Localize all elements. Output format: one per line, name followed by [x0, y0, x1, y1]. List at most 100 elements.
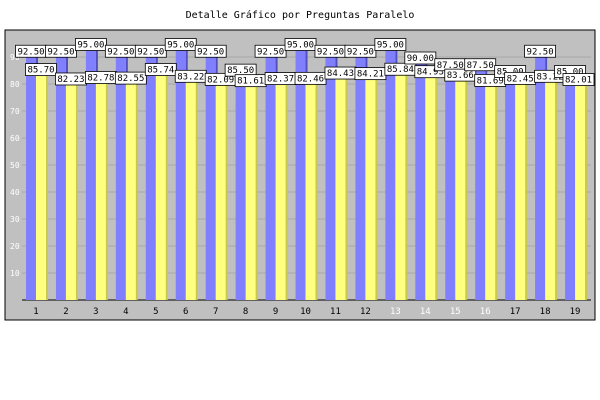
data-label-box [464, 58, 497, 72]
bar-series-1 [475, 63, 486, 300]
bar-series-2 [275, 77, 286, 300]
data-label: 87.50 [437, 61, 464, 71]
bar-shadow [465, 76, 468, 300]
data-label: 95.00 [377, 41, 404, 51]
x-tick-label: 4 [123, 307, 128, 317]
x-tick-label: 18 [540, 307, 551, 317]
bar-series-2 [425, 70, 436, 301]
bar-series-1 [445, 63, 456, 300]
x-tick-label: 3 [93, 307, 98, 317]
data-label: 82.23 [57, 75, 84, 85]
data-label: 92.50 [47, 47, 74, 57]
bar-series-1 [145, 50, 156, 300]
data-label-box [144, 63, 177, 76]
x-tick-label: 6 [183, 307, 188, 317]
bar-series-1 [205, 50, 216, 300]
data-label-box [114, 71, 147, 85]
data-label: 95.00 [77, 41, 104, 51]
y-tick-label: 60 [10, 134, 20, 143]
x-tick-label: 15 [450, 307, 461, 317]
data-label: 92.50 [107, 47, 134, 57]
y-tick-label: 70 [10, 107, 20, 116]
data-label: 92.50 [527, 47, 554, 57]
x-tick-label: 16 [480, 307, 491, 317]
bar-series-2 [185, 75, 196, 300]
bar-series-2 [485, 79, 496, 300]
x-tick-label: 12 [360, 307, 371, 317]
x-tick-label: 2 [63, 307, 68, 317]
data-label: 82.45 [507, 74, 534, 84]
bar-shadow [555, 77, 558, 300]
bar-series-2 [515, 77, 526, 300]
bar-series-2 [215, 78, 226, 301]
data-label: 82.78 [87, 73, 114, 83]
data-label: 92.50 [137, 47, 164, 57]
bar-series-1 [385, 43, 396, 300]
y-tick-label: 10 [10, 269, 20, 278]
data-label: 83.22 [177, 72, 204, 82]
bar-shadow [165, 70, 168, 300]
data-label: 85.74 [147, 66, 174, 76]
bar-series-2 [155, 68, 166, 300]
y-tick-label: 20 [10, 242, 20, 251]
bar-series-2 [125, 77, 136, 301]
data-labels: 92.50 85.70 92.50 82.23 95.00 82.78 92.50 82.55… [15, 38, 595, 88]
bar-shadow [285, 79, 288, 300]
bar-shadow [435, 72, 438, 301]
bar-series-1 [355, 50, 366, 300]
bar-series-1 [535, 50, 546, 300]
bar-series-2 [455, 74, 466, 300]
x-tick-label: 13 [390, 307, 401, 317]
bar-shadow [225, 80, 228, 301]
bar-series-2 [245, 79, 256, 300]
data-label: 81.69 [477, 76, 504, 86]
data-label: 81.61 [237, 77, 264, 87]
data-label: 92.50 [317, 47, 344, 57]
data-label: 84.93 [417, 68, 444, 78]
bar-series-1 [115, 50, 126, 300]
x-tick-label: 9 [273, 307, 278, 317]
data-label: 84.21 [357, 70, 384, 80]
data-label-box [524, 44, 557, 58]
bar-shadow [495, 81, 498, 300]
data-label-box [164, 38, 197, 51]
y-tick-labels: 10 20 30 40 50 60 70 80 90 [10, 53, 20, 278]
data-label: 87.50 [467, 61, 494, 71]
data-label-box [45, 44, 77, 58]
bar-series-1 [26, 50, 36, 300]
x-tick-label: 5 [153, 307, 158, 317]
data-label-box [284, 38, 317, 51]
data-label: 90.00 [407, 54, 434, 64]
data-label: 92.50 [347, 47, 374, 57]
bar-series-2 [36, 68, 46, 300]
data-label: 82.55 [117, 74, 144, 84]
x-tick-label: 1 [33, 307, 38, 317]
bar-shadow [525, 79, 528, 300]
bar-series-2 [335, 72, 346, 300]
y-tick-label: 50 [10, 161, 20, 170]
bar-shadow [585, 80, 588, 300]
data-label: 85.70 [27, 66, 54, 76]
data-label-box [254, 44, 287, 58]
bar-series-1 [415, 57, 426, 300]
chart-title: Detalle Gráfico por Preguntas Paralelo [186, 9, 415, 21]
bar-shadow [255, 81, 258, 300]
bar-shadow [375, 74, 378, 301]
data-label: 83.22 [537, 72, 564, 82]
y-tick-label: 30 [10, 215, 20, 224]
data-label: 95.00 [167, 41, 194, 51]
data-label-box [374, 38, 407, 51]
data-label-box [404, 51, 437, 65]
data-label: 84.43 [327, 69, 354, 79]
data-label: 82.09 [207, 75, 234, 85]
data-label: 95.00 [287, 41, 314, 51]
x-tick-label: 19 [570, 307, 581, 317]
bars [26, 43, 588, 301]
bar-shadow [345, 74, 348, 300]
y-tick-label: 90 [10, 53, 20, 62]
bar-series-1 [295, 43, 306, 300]
bar-series-2 [65, 77, 76, 300]
bar-series-2 [305, 77, 316, 300]
y-tick-label: 40 [10, 188, 20, 197]
